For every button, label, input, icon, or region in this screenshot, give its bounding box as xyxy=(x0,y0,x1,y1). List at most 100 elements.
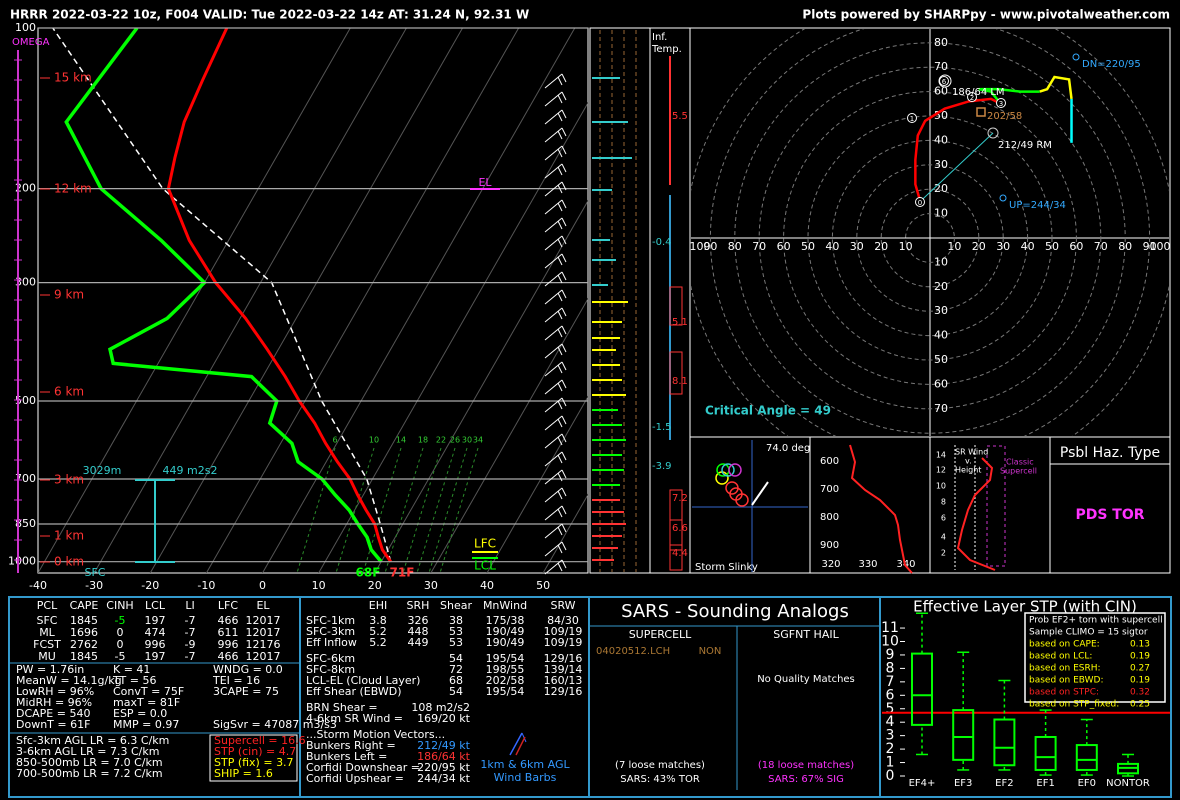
row-label: 4-6km SR Wind = xyxy=(306,712,403,725)
sfc-dewpoint: 68F xyxy=(356,566,381,580)
x-tick-label: 0 xyxy=(259,579,266,592)
table-cell: 197 xyxy=(145,614,166,627)
wind-barb xyxy=(544,415,567,431)
lapse-rate: 700-500mb LR = 7.2 C/km xyxy=(16,767,163,780)
inf-temp-value: 5.1 xyxy=(672,317,688,328)
stp-legend-title: Sample CLIMO = 15 sigtor xyxy=(1029,628,1148,638)
barb-flag xyxy=(561,235,567,245)
row-label: Eff Shear (EBWD) xyxy=(306,685,402,698)
table-header: MnWind xyxy=(483,599,527,612)
stp-tick-label: 0 xyxy=(886,768,895,784)
wind-barb xyxy=(544,505,567,521)
stp-legend-title: Prob EF2+ torn with supercell xyxy=(1029,616,1163,626)
header-title: HRRR 2022-03-22 10z, F004 VALID: Tue 202… xyxy=(10,8,529,22)
wind-barb xyxy=(544,307,567,323)
hodo-tick-label: 60 xyxy=(1069,240,1083,253)
hodo-trace xyxy=(1039,75,1073,100)
barb-staff xyxy=(544,505,563,521)
wind-barb xyxy=(544,127,567,143)
table-cell: 129/16 xyxy=(544,652,583,665)
mixing-ratio-line xyxy=(362,447,402,573)
table-cell: 0 xyxy=(117,626,124,639)
composite-index: Supercell = 16.6 xyxy=(214,734,306,747)
index: MeanW = 14.1g/kg xyxy=(16,674,122,687)
hodo-marker xyxy=(907,113,917,123)
hodo-tick-label: 20 xyxy=(874,240,888,253)
table-header: SRH xyxy=(407,599,430,612)
hodo-ring xyxy=(880,188,980,288)
slinky-ring xyxy=(728,463,742,477)
barb-flag xyxy=(561,541,567,551)
stp-category: EF4+ xyxy=(909,778,936,789)
table-cell: 466 xyxy=(218,650,239,663)
wind-barb xyxy=(544,109,567,125)
barb-flag xyxy=(557,256,563,266)
table-cell: 68 xyxy=(449,674,463,687)
hodo-tick-label: 20 xyxy=(934,182,948,195)
wind-barb xyxy=(544,433,567,449)
theta-value-label: 330 xyxy=(858,559,877,570)
barb-staff xyxy=(544,289,563,305)
table-cell: 190/49 xyxy=(486,625,525,638)
rm-marker xyxy=(987,127,999,139)
index: DCAPE = 540 xyxy=(16,707,90,720)
hodo-marker-label: 1 xyxy=(910,115,914,123)
hodo-tick-label: 70 xyxy=(934,60,948,73)
stp-category: EF0 xyxy=(1078,778,1096,789)
table-cell: 1845 xyxy=(70,614,98,627)
table-cell: 190/49 xyxy=(486,636,525,649)
barb-staff xyxy=(544,271,563,287)
mixing-ratio-label: 18 xyxy=(418,436,428,445)
isotherm xyxy=(430,297,588,573)
row-label: Eff Inflow xyxy=(306,636,357,649)
isotherm xyxy=(38,28,351,573)
stp-prob-value: 0.19 xyxy=(1130,652,1150,662)
rm-label: 212/49 RM xyxy=(998,140,1052,151)
barb-legend: Wind Barbs xyxy=(494,771,557,784)
barb-staff xyxy=(544,181,563,197)
hodo-ring xyxy=(905,213,955,263)
row-label: SFC-1km xyxy=(306,614,355,627)
index: PW = 1.76in xyxy=(16,663,84,676)
stp-tick-label: 2 xyxy=(886,741,895,757)
hodo-tick-label: 10 xyxy=(934,207,948,220)
barb-staff xyxy=(544,73,563,89)
mixing-ratio-label: 30 xyxy=(462,436,472,445)
barb-flag xyxy=(557,274,563,284)
index: SigSvr = 47087 m3/s3 xyxy=(213,718,337,731)
isotherm xyxy=(374,199,588,573)
hodo-ring xyxy=(783,91,1077,385)
stp-legend-box xyxy=(1024,612,1166,703)
height-label: 3 km xyxy=(54,473,84,487)
index: K = 41 xyxy=(113,663,150,676)
lcl-label: LCL xyxy=(474,559,496,573)
barb-staff xyxy=(544,109,563,125)
isotherm xyxy=(486,395,588,573)
table-cell: SFC xyxy=(37,614,58,627)
barb-legend: 1km & 6km AGL xyxy=(480,758,570,771)
inf-temp-value: -0.4 xyxy=(652,237,672,248)
table-cell: 611 xyxy=(218,626,239,639)
sr-supercell-band xyxy=(986,445,1006,567)
sr-height-label: 6 xyxy=(941,514,946,523)
height-label: 6 km xyxy=(54,385,84,399)
table-cell: -5 xyxy=(115,650,126,663)
lapse-rate: 3-6km AGL LR = 7.3 C/km xyxy=(16,745,159,758)
index: WNDG = 0.0 xyxy=(213,663,283,676)
table-cell: 175/38 xyxy=(486,614,525,627)
sr-height-label: 8 xyxy=(941,498,946,507)
el-label: EL xyxy=(478,176,492,189)
table-header: EL xyxy=(256,599,270,612)
hodo-ring xyxy=(831,139,1029,337)
table-cell: 53 xyxy=(449,625,463,638)
table-cell: 996 xyxy=(218,638,239,651)
barb-flag xyxy=(557,184,563,194)
index: LowRH = 96% xyxy=(16,685,94,698)
height-label: 0 km xyxy=(54,555,84,569)
barb-staff xyxy=(544,361,563,377)
hodo-tick-label: 40 xyxy=(1021,240,1035,253)
stp-tick-label: 7 xyxy=(886,674,895,690)
barb-flag xyxy=(557,526,563,536)
barb-flag xyxy=(557,562,563,572)
composite-index: SHIP = 1.6 xyxy=(214,767,273,780)
